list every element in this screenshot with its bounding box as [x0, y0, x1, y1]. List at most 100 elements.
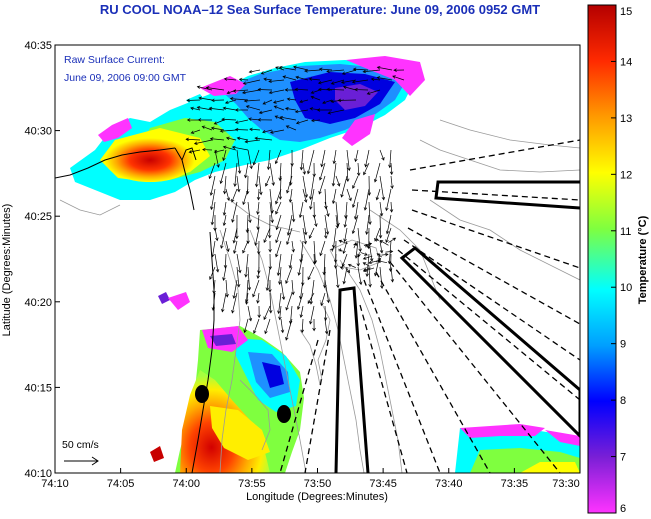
current-vector: [302, 162, 307, 175]
current-vector: [284, 88, 297, 92]
current-vector: [365, 243, 369, 248]
current-vector: [285, 266, 293, 284]
radar-beams-solid: [334, 180, 580, 473]
current-vector: [246, 227, 250, 245]
current-vector: [275, 214, 282, 231]
current-vector: [188, 149, 201, 154]
current-vector: [347, 263, 356, 268]
current-vector: [268, 292, 273, 314]
current-vector: [362, 255, 373, 260]
current-vector: [322, 99, 333, 105]
current-vector: [198, 96, 213, 101]
current-vector: [256, 188, 261, 201]
current-vector: [385, 249, 394, 254]
figure-title: RU COOL NOAA–12 Sea Surface Temperature:…: [99, 2, 541, 17]
current-vector: [222, 266, 227, 281]
current-vector: [342, 266, 348, 285]
current-vector: [285, 125, 297, 131]
current-vector: [212, 279, 216, 295]
current-vector: [210, 188, 216, 211]
current-vector: [236, 136, 249, 141]
station-marker: [277, 405, 291, 423]
current-vector: [318, 67, 333, 71]
current-vector: [185, 137, 201, 142]
current-vector: [208, 106, 225, 111]
current-vector: [236, 149, 242, 174]
current-vector: [224, 99, 237, 105]
current-vector: [245, 292, 249, 305]
current-vector: [379, 240, 384, 254]
current-vector: [254, 136, 273, 141]
colorbar-tick-label: 15: [620, 6, 632, 18]
current-vector: [298, 201, 304, 219]
current-vector: [318, 175, 326, 195]
current-vector: [278, 65, 297, 71]
current-vector: [231, 292, 238, 314]
y-tick-label: 40:35: [24, 40, 52, 52]
current-vector: [258, 109, 273, 115]
current-vector: [346, 149, 351, 172]
current-vector: [360, 252, 368, 256]
current-vector: [353, 241, 358, 246]
current-vector: [274, 149, 282, 165]
current-vector: [294, 109, 309, 114]
current-vector: [368, 201, 372, 225]
current-vector: [366, 89, 381, 95]
current-vector: [256, 214, 260, 231]
current-vector: [221, 117, 237, 122]
current-vector: [208, 162, 216, 180]
current-vector: [389, 201, 394, 213]
current-vector: [234, 108, 249, 112]
current-vector: [390, 266, 395, 283]
current-vector: [277, 292, 282, 315]
current-vector: [282, 75, 297, 81]
current-vector: [286, 214, 293, 236]
current-vector: [376, 253, 382, 258]
colorbar-tick-label: 11: [620, 226, 631, 238]
y-axis-label: Latitude (Degrees:Minutes): [1, 204, 13, 337]
current-vector: [299, 99, 309, 104]
current-vector: [354, 87, 369, 92]
current-vector: [376, 76, 393, 81]
bathymetry-contours: [59, 119, 580, 473]
x-tick-label: 73:30: [552, 478, 580, 490]
x-tick-label: 74:00: [172, 478, 200, 490]
x-tick-label: 74:05: [107, 478, 135, 490]
current-vector: [222, 214, 227, 227]
y-axis-ticks: 40:10 40:15 40:20 40:25 40:30 40:35: [24, 40, 60, 480]
current-vector: [268, 253, 273, 270]
current-vector: [256, 201, 260, 215]
current-vector: [385, 227, 392, 244]
current-vector: [341, 69, 357, 75]
current-vector: [337, 98, 357, 103]
current-vector: [197, 118, 213, 122]
y-tick-label: 40:10: [24, 468, 52, 480]
current-vector: [389, 162, 394, 176]
current-vector: [362, 69, 381, 74]
current-vector: [260, 69, 273, 75]
current-vector: [236, 175, 241, 193]
current-label: Raw Surface Current:: [64, 54, 165, 66]
current-vector: [268, 89, 285, 95]
current-vector: [256, 266, 260, 280]
current-vector: [393, 68, 405, 72]
current-vector: [209, 266, 216, 280]
current-vector: [268, 240, 272, 253]
current-vector: [365, 214, 370, 235]
current-vector: [193, 139, 213, 145]
current-vector: [318, 162, 326, 181]
current-vector: [354, 149, 359, 163]
current-vector: [331, 188, 337, 205]
current-vector: [331, 162, 337, 187]
current-vector: [205, 86, 225, 91]
current-vector: [302, 188, 308, 203]
current-vector: [279, 115, 297, 121]
current-vector: [333, 253, 338, 269]
current-vector: [285, 292, 293, 311]
colorbar-tick-label: 13: [620, 113, 632, 125]
current-vector: [351, 214, 359, 235]
current-vector: [263, 77, 273, 81]
current-vector: [312, 318, 316, 332]
current-vector: [310, 95, 321, 101]
current-vector: [269, 162, 275, 186]
